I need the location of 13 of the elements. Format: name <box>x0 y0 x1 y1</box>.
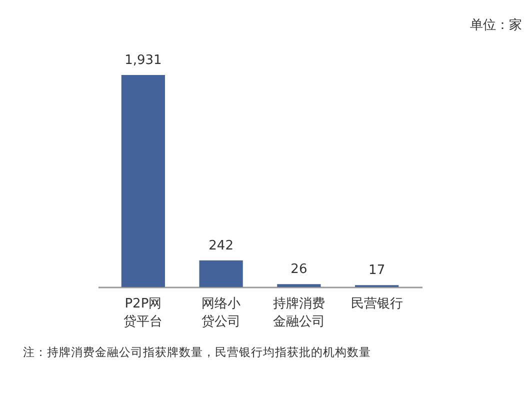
data-label: 26 <box>290 262 308 278</box>
x-tick-label: P2P网贷平台 <box>124 296 163 330</box>
text: 单位：家 <box>470 17 522 33</box>
x-tick-label: 持牌消费金融公司 <box>272 296 325 330</box>
x-tick-label: 网络小贷公司 <box>202 296 241 330</box>
data-label: 242 <box>208 238 234 254</box>
bar <box>199 260 243 287</box>
bar <box>121 75 165 287</box>
x-tick-label: 民营银行 <box>350 296 403 312</box>
bar <box>277 284 321 287</box>
data-label: 17 <box>368 263 386 278</box>
data-label: 1,931 <box>124 53 162 68</box>
text: 注：持牌消费金融公司指获牌数量，民营银行均指获批的机构数量 <box>23 345 371 359</box>
